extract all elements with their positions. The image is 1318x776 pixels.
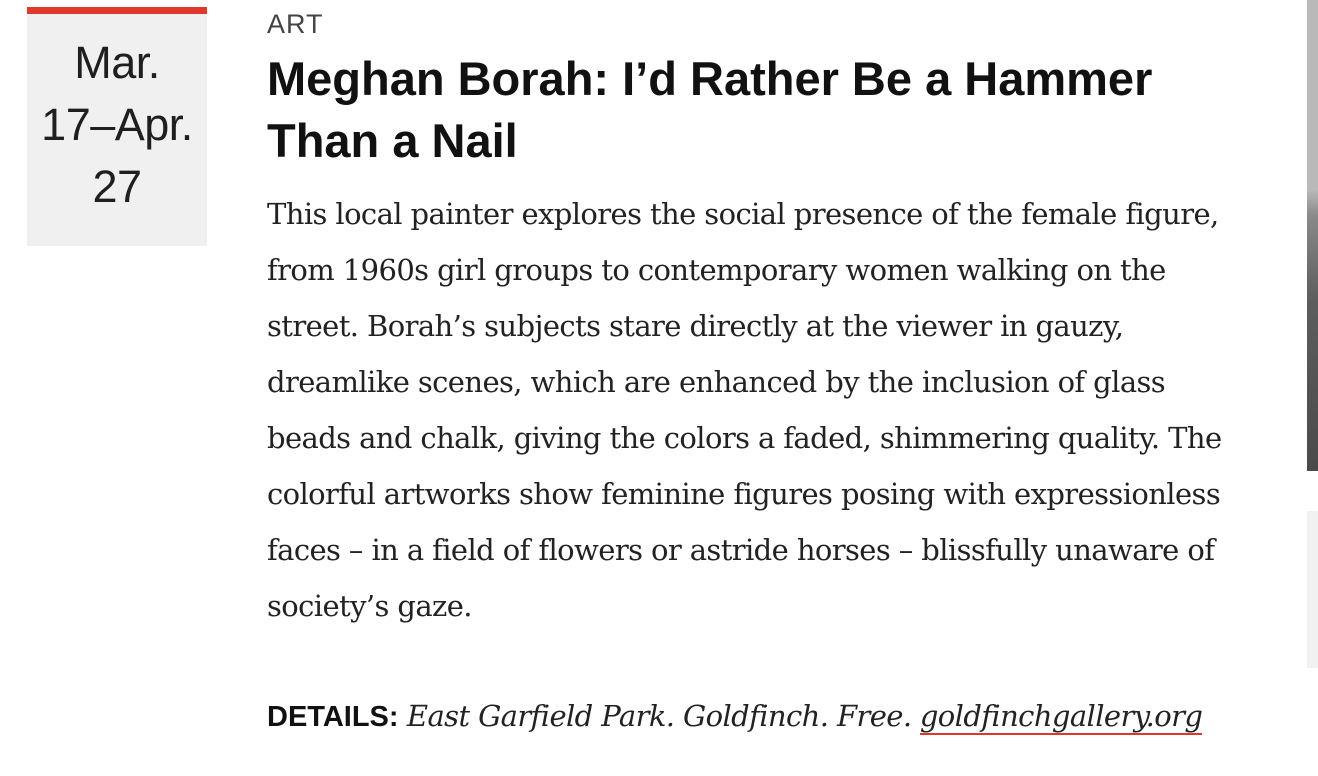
event-description: This local painter explores the social p… (267, 197, 1222, 623)
event-date-line: 17–Apr. (41, 99, 193, 150)
event-date-box: Mar. 17–Apr. 27 (27, 7, 207, 246)
event-date: Mar. 17–Apr. 27 (41, 32, 193, 218)
details-text: East Garfield Park. Goldfinch. Free. (406, 699, 912, 733)
adjacent-panel-edge (1307, 511, 1318, 668)
event-date-line: Mar. (74, 37, 160, 88)
details-label: DETAILS: (267, 701, 399, 733)
event-date-line: 27 (92, 161, 142, 212)
event-details: DETAILS: East Garfield Park. Goldfinch. … (267, 694, 1267, 739)
adjacent-photo-edge (1307, 0, 1318, 471)
event-category[interactable]: ART (267, 9, 324, 39)
event-title: Meghan Borah: I’d Rather Be a Hammer Tha… (267, 52, 1153, 167)
website-link[interactable]: goldfinchgallery.org (919, 699, 1203, 735)
